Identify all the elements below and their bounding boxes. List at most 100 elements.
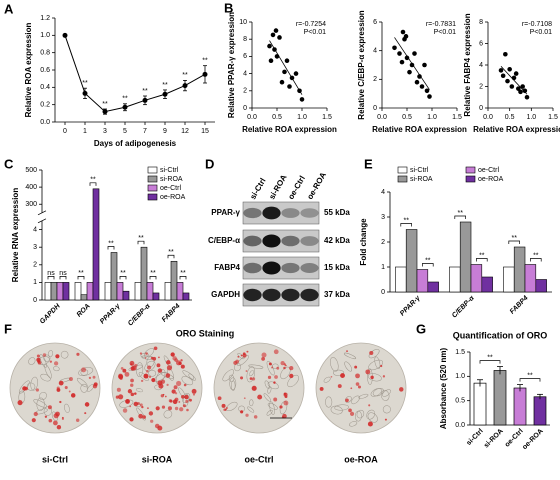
legend-swatch (397, 166, 408, 174)
lipid-droplet (245, 413, 249, 417)
lipid-droplet (183, 383, 187, 387)
y-tick-label: 400 (25, 184, 37, 191)
cell (234, 363, 241, 372)
cell (246, 366, 255, 383)
lipid-droplet (348, 408, 352, 413)
cell (330, 357, 339, 372)
sample-label: oe-Ctrl (245, 454, 274, 464)
y-tick-label: 3 (381, 214, 385, 221)
bar (513, 387, 527, 426)
significance-label: ** (527, 372, 533, 379)
cell (237, 355, 249, 366)
lipid-droplet (68, 390, 71, 393)
y-tick-label: 500 (25, 167, 37, 174)
lipid-droplet (242, 352, 246, 356)
cell (231, 380, 236, 391)
cell (366, 409, 376, 420)
blot-band (243, 235, 262, 247)
lipid-droplet (191, 388, 197, 394)
lipid-droplet (68, 377, 73, 381)
stain-image (213, 342, 305, 434)
lipid-droplet (221, 403, 226, 408)
bar (170, 260, 178, 301)
cell (344, 361, 353, 372)
cell (64, 403, 70, 413)
lipid-droplet (130, 392, 135, 397)
lipid-droplet (169, 399, 173, 403)
cell (267, 386, 272, 394)
cell (266, 409, 273, 416)
y-tick-label: 0.4 (40, 84, 50, 91)
bar (50, 282, 58, 301)
lipid-droplet (380, 364, 383, 368)
y-tick-label: 0.2 (40, 102, 50, 109)
lipid-droplet (179, 407, 184, 412)
bar (62, 282, 70, 301)
annotation: P<0.01 (530, 29, 552, 36)
lipid-droplet (280, 360, 285, 366)
lipid-droplet (267, 375, 272, 380)
point (162, 91, 168, 97)
point (274, 54, 280, 59)
legend-swatch (397, 175, 408, 183)
bar (80, 294, 88, 301)
lipid-droplet (370, 375, 374, 380)
size-label: 42 kDa (324, 236, 350, 245)
significance-bracket (400, 223, 412, 227)
lipid-droplet (161, 405, 166, 409)
cell (287, 374, 299, 388)
lipid-droplet (176, 380, 182, 387)
y-tick-label: 0 (381, 289, 385, 296)
lipid-droplet (249, 377, 253, 380)
panel-label: B (224, 0, 233, 15)
lipid-droplet (178, 400, 181, 403)
cell (140, 352, 149, 358)
point (511, 75, 517, 81)
lipid-droplet (285, 364, 287, 367)
significance-bracket (476, 258, 488, 262)
lipid-droplet (273, 381, 276, 384)
cell (358, 393, 369, 399)
x-tick-label: 0.5 (272, 114, 282, 121)
lipid-droplet (382, 375, 386, 378)
bar (152, 292, 160, 301)
point (507, 67, 512, 72)
x-tick-label: 0.5 (402, 114, 412, 121)
bar (74, 282, 82, 301)
stain-image (111, 342, 203, 434)
lipid-droplet (355, 382, 360, 386)
legend-swatch (147, 184, 158, 192)
lipid-droplet (354, 365, 358, 369)
cell (267, 403, 278, 410)
point (414, 79, 420, 85)
x-tick-label: 0 (63, 128, 67, 135)
cell (229, 377, 237, 390)
point (424, 88, 430, 94)
lipid-droplet (166, 383, 169, 386)
point (392, 45, 397, 51)
x-tick-label: 1.5 (452, 114, 462, 121)
bar (427, 281, 439, 293)
cell (222, 369, 235, 382)
significance-bracket (508, 240, 520, 244)
significance-bracket (479, 360, 501, 364)
lipid-droplet (36, 354, 40, 358)
lipid-droplet (268, 362, 272, 366)
point (509, 84, 515, 89)
bar (104, 282, 112, 301)
annotation: r=-0.7831 (426, 21, 456, 28)
significance-label: ** (457, 210, 463, 217)
blot-band (300, 263, 319, 273)
lipid-droplet (243, 397, 246, 400)
sample-label: oe-ROA (344, 454, 378, 464)
cell (330, 405, 343, 415)
lipid-droplet (279, 405, 283, 409)
blot-band (300, 236, 319, 246)
significance-label: ** (425, 257, 431, 264)
cell (349, 421, 358, 427)
x-axis-label: Relative ROA expression (242, 125, 337, 134)
lipid-droplet (189, 398, 192, 402)
lipid-droplet (47, 405, 52, 410)
y-axis-label: Relative C/EBP-α expression (357, 10, 366, 120)
cell (60, 350, 69, 359)
